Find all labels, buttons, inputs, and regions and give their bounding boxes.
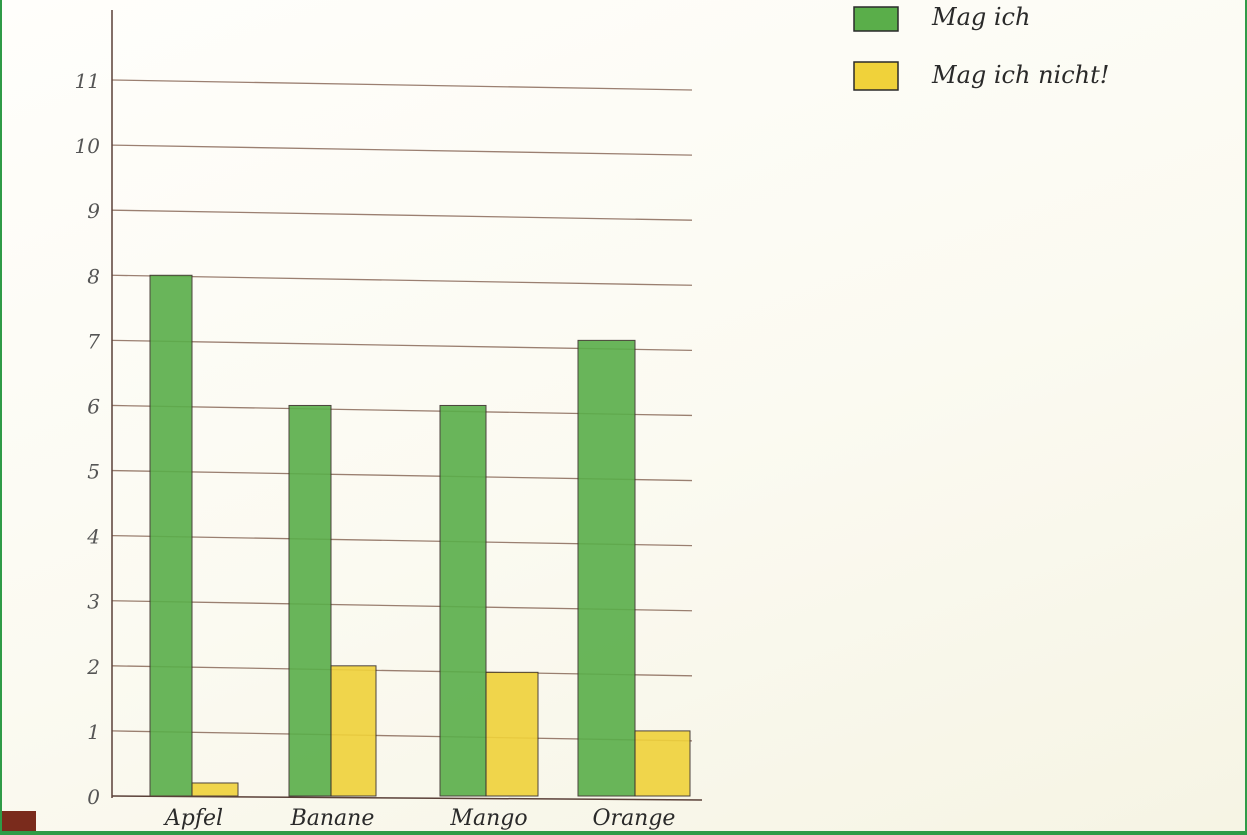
bar-apfel-mag-ich-nicht — [191, 782, 239, 797]
y-tick-label: 9 — [87, 199, 100, 223]
bar-apfel-mag-ich — [149, 274, 193, 797]
y-tick-label: 11 — [75, 69, 100, 93]
y-tick-label: 1 — [87, 720, 100, 744]
y-tick-label: 7 — [87, 329, 100, 353]
x-tick-label-banane: Banane — [290, 806, 375, 831]
y-tick-label: 5 — [87, 460, 100, 484]
x-axis — [111, 795, 703, 801]
grid-line — [111, 209, 693, 221]
legend-swatch-mag-ich — [853, 6, 899, 32]
x-tick-label-mango: Mango — [449, 806, 527, 831]
y-tick-label: 2 — [86, 655, 100, 679]
y-tick-label: 6 — [87, 394, 100, 418]
bar-banane-mag-ich — [288, 404, 332, 797]
bar-orange-mag-ich — [577, 339, 636, 797]
axes — [111, 10, 703, 801]
y-tick-labels: 0 1 2 3 4 5 6 7 8 9 10 11 — [75, 69, 101, 809]
bar-mango-mag-ich — [439, 404, 487, 797]
x-tick-labels: Apfel Banane Mango Orange — [163, 806, 676, 831]
corner-mark — [2, 811, 36, 831]
grid-lines — [111, 79, 693, 742]
y-tick-label: 8 — [87, 264, 100, 288]
bar-banane-mag-ich-nicht — [330, 665, 377, 797]
legend: Mag ich Mag ich nicht! — [853, 3, 1109, 91]
legend-label-mag-ich: Mag ich — [931, 3, 1030, 31]
bar-orange-mag-ich-nicht — [634, 730, 691, 797]
y-tick-label: 4 — [86, 525, 100, 549]
y-tick-label: 10 — [75, 134, 101, 158]
grid-line — [111, 144, 693, 156]
x-tick-label-orange: Orange — [593, 806, 676, 831]
bars — [149, 274, 691, 797]
grid-line — [111, 79, 693, 91]
bar-mango-mag-ich-nicht — [485, 671, 539, 797]
legend-label-mag-ich-nicht: Mag ich nicht! — [931, 61, 1109, 89]
y-tick-label: 0 — [87, 785, 100, 809]
legend-swatch-mag-ich-nicht — [853, 61, 899, 91]
grid-line — [111, 274, 693, 286]
y-tick-label: 3 — [87, 590, 100, 614]
x-tick-label-apfel: Apfel — [163, 806, 223, 831]
